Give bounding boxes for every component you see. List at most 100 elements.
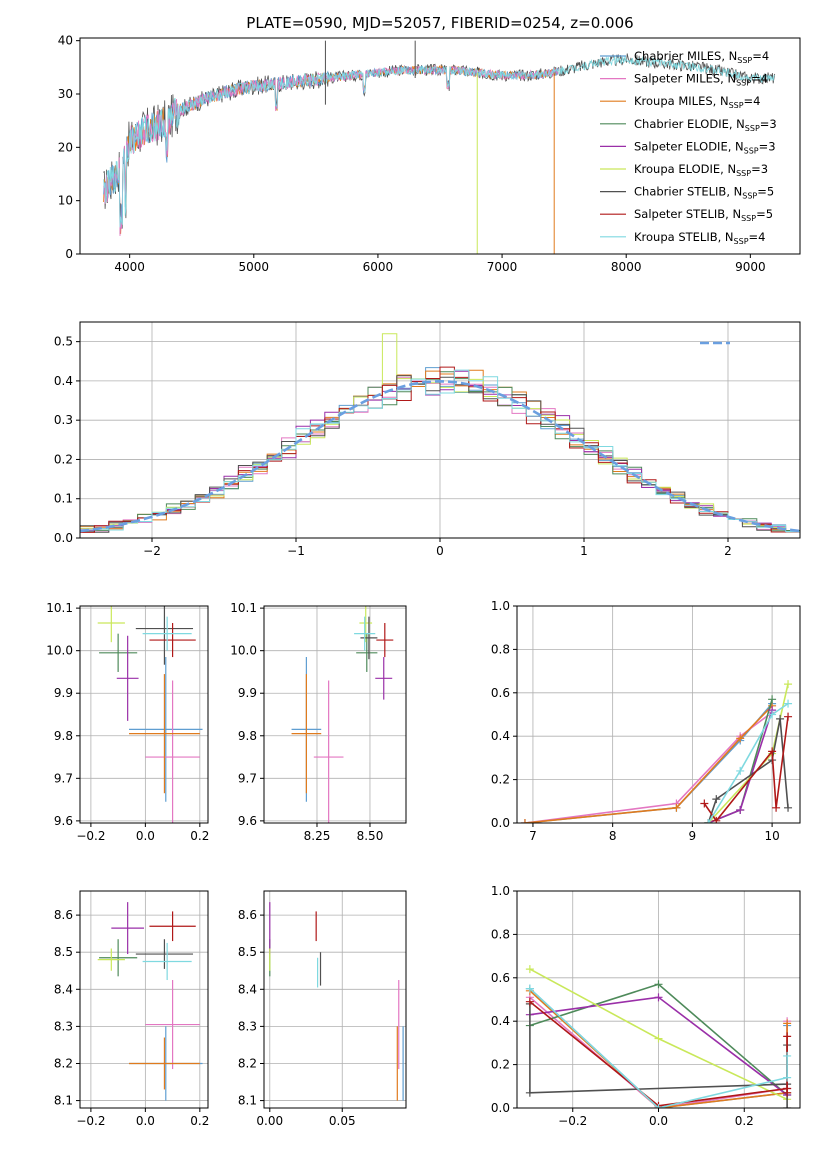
x-tick-label: 2 bbox=[724, 544, 732, 558]
axes-age_vs_mass: 8.25 8.50 9.6 9.7 9.8 9.9 10.0 10.1 bbox=[230, 601, 406, 843]
figure-title: PLATE=0590, MJD=52057, FIBERID=0254, z=0… bbox=[246, 14, 633, 32]
legend-nssp-value: =3 bbox=[760, 117, 777, 131]
y-tick-label: 10.0 bbox=[230, 644, 257, 658]
x-tick-label: 10 bbox=[764, 829, 779, 843]
legend-nssp-prefix: , N bbox=[726, 185, 742, 199]
axes-frame bbox=[79, 37, 801, 255]
x-tick-label: 7000 bbox=[487, 260, 518, 274]
y-tick-label: 8.1 bbox=[54, 1094, 73, 1108]
x-tick-label: −0.2 bbox=[76, 829, 105, 843]
y-tick-label: 20 bbox=[58, 140, 73, 154]
legend-model-name: Chabrier STELIB bbox=[634, 185, 726, 199]
plot-area-mass_vs_Z bbox=[97, 902, 203, 1101]
plot-area-weight_vs_age bbox=[520, 680, 793, 823]
x-tick-label: 0.0 bbox=[136, 1114, 155, 1128]
x-tick-label: 0.2 bbox=[735, 1114, 754, 1128]
legend-nssp-sub: SSP bbox=[736, 169, 751, 178]
axes-frame bbox=[79, 890, 209, 1109]
x-tick-label: 8.25 bbox=[304, 829, 331, 843]
y-tick-label: 0.4 bbox=[54, 374, 73, 388]
plot-area-residuals bbox=[80, 333, 800, 537]
histogram-kroupa_stelib bbox=[80, 369, 800, 534]
legend-model-name: Salpeter STELIB bbox=[634, 207, 725, 221]
weight-marker-kroupa_elodie bbox=[654, 1034, 663, 1043]
weight-marker-chabrier_stelib bbox=[525, 1088, 534, 1097]
weight-marker-kroupa_stelib bbox=[784, 699, 793, 708]
weight-marker-kroupa_stelib bbox=[783, 1051, 792, 1060]
x-tick-label: 0 bbox=[436, 544, 444, 558]
legend-nssp-value: =5 bbox=[757, 185, 774, 199]
weight-marker-salpeter_elodie bbox=[736, 805, 745, 814]
y-tick-label: 8.2 bbox=[238, 1056, 257, 1070]
legend-nssp-prefix: , N bbox=[720, 72, 736, 86]
y-tick-label: 9.9 bbox=[54, 686, 73, 700]
x-tick-label: 5000 bbox=[239, 260, 270, 274]
y-tick-label: 0.4 bbox=[491, 729, 510, 743]
x-tick-label: 4000 bbox=[114, 260, 145, 274]
y-tick-label: 0.0 bbox=[54, 531, 73, 545]
legend-label-kroupa_elodie: Kroupa ELODIE, NSSP=3 bbox=[634, 162, 768, 178]
x-tick-label: 0.2 bbox=[190, 829, 209, 843]
x-tick-label: 8000 bbox=[611, 260, 642, 274]
y-tick-label: 9.8 bbox=[54, 729, 73, 743]
weight-marker-kroupa_stelib bbox=[525, 984, 534, 993]
weight-marker-kroupa_stelib bbox=[704, 819, 713, 823]
legend-model-name: Chabrier MILES bbox=[634, 49, 721, 63]
weight-marker-kroupa_stelib bbox=[783, 1073, 792, 1082]
y-tick-label: 10 bbox=[58, 194, 73, 208]
x-tick-label: 8 bbox=[609, 829, 617, 843]
legend-nssp-sub: SSP bbox=[736, 79, 751, 88]
x-tick-label: 0.0 bbox=[649, 1114, 668, 1128]
y-tick-label: 10.1 bbox=[46, 601, 73, 615]
plot-area-spectrum bbox=[103, 40, 776, 254]
y-tick-label: 8.4 bbox=[54, 982, 73, 996]
weight-marker-kroupa_stelib bbox=[768, 710, 777, 719]
y-tick-label: 9.6 bbox=[54, 814, 73, 828]
x-tick-label: −2 bbox=[143, 544, 161, 558]
y-tick-label: 0.8 bbox=[491, 927, 510, 941]
legend-nssp-prefix: , N bbox=[728, 139, 744, 153]
y-tick-label: 0.4 bbox=[491, 1014, 510, 1028]
legend-model-name: Chabrier ELODIE bbox=[634, 117, 729, 131]
weight-marker-salpeter_stelib bbox=[784, 712, 793, 721]
plot-area-weight_vs_Z bbox=[525, 965, 792, 1108]
legend-nssp-prefix: , N bbox=[718, 230, 734, 244]
legend-nssp-prefix: , N bbox=[725, 207, 741, 221]
y-tick-label: 0.5 bbox=[54, 335, 73, 349]
y-tick-label: 8.1 bbox=[238, 1094, 257, 1108]
y-tick-label: 10.1 bbox=[230, 601, 257, 615]
legend-label-salpeter_miles: Salpeter MILES, NSSP=4 bbox=[634, 72, 768, 88]
weight-marker-chabrier_stelib bbox=[776, 714, 785, 723]
y-tick-label: 0.1 bbox=[54, 492, 73, 506]
plot-area-age_vs_Z bbox=[97, 606, 203, 823]
legend-label-chabrier_stelib: Chabrier STELIB, NSSP=5 bbox=[634, 185, 774, 201]
legend-nssp-value: =4 bbox=[752, 49, 769, 63]
legend-label-salpeter_elodie: Salpeter ELODIE, NSSP=3 bbox=[634, 139, 776, 155]
x-tick-label: −0.2 bbox=[76, 1114, 105, 1128]
axes-mass_vs_Z: −0.2 0.0 0.2 8.1 8.2 8.3 8.4 8.5 8.6 bbox=[54, 891, 209, 1128]
legend-nssp-prefix: , N bbox=[729, 117, 745, 131]
weight-marker-kroupa_stelib bbox=[736, 766, 745, 775]
y-tick-label: 1.0 bbox=[491, 884, 510, 898]
legend-nssp-value: =3 bbox=[759, 139, 776, 153]
weight-marker-kroupa_miles bbox=[520, 819, 529, 823]
legend-label-chabrier_miles: Chabrier MILES, NSSP=4 bbox=[634, 49, 769, 65]
x-tick-label: 8.50 bbox=[357, 829, 384, 843]
legend-model-name: Salpeter ELODIE bbox=[634, 139, 728, 153]
y-tick-label: 0.0 bbox=[491, 1101, 510, 1115]
y-tick-label: 10.0 bbox=[46, 644, 73, 658]
axes-frame bbox=[516, 890, 801, 1109]
weight-marker-chabrier_elodie bbox=[768, 695, 777, 704]
y-tick-label: 8.2 bbox=[54, 1056, 73, 1070]
legend-nssp-value: =4 bbox=[751, 72, 768, 86]
y-tick-label: 8.6 bbox=[238, 908, 257, 922]
y-tick-label: 9.7 bbox=[54, 771, 73, 785]
axes-frame bbox=[516, 605, 801, 824]
x-tick-label: 7 bbox=[529, 829, 537, 843]
weight-marker-chabrier_elodie bbox=[654, 980, 663, 989]
axes-frame bbox=[263, 605, 407, 824]
legend-nssp-sub: SSP bbox=[737, 56, 752, 65]
legend-nssp-value: =4 bbox=[749, 230, 766, 244]
weight-line-kroupa_stelib bbox=[529, 988, 788, 1108]
x-tick-label: 9000 bbox=[735, 260, 766, 274]
